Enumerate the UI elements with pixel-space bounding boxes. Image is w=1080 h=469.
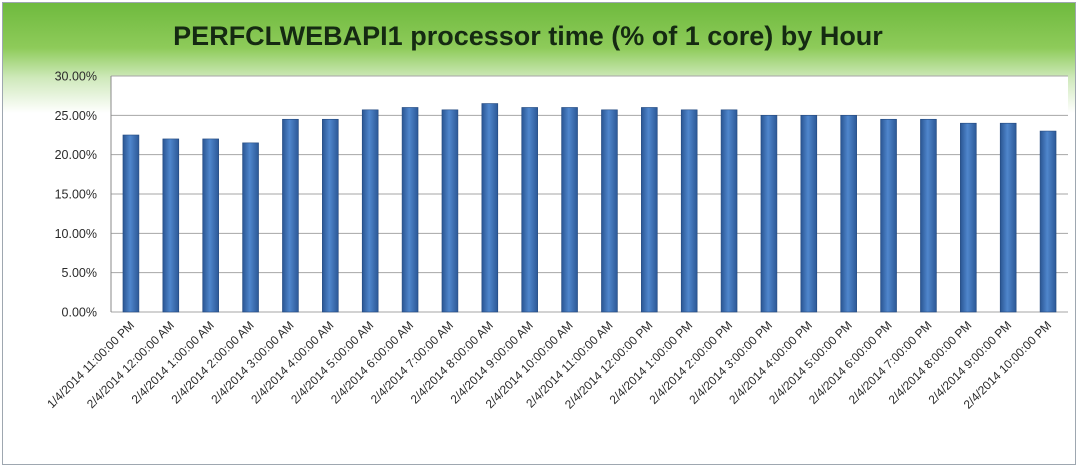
bar: [401, 107, 419, 313]
y-tick-label: 20.00%: [55, 148, 97, 162]
chart-title: PERFCLWEBAPI1 processor time (% of 1 cor…: [173, 21, 883, 51]
bar: [601, 109, 618, 313]
bar: [122, 134, 140, 313]
bar: [880, 118, 897, 313]
gridlines: [110, 75, 1068, 313]
bar: [720, 109, 738, 313]
y-tick-label: 30.00%: [55, 70, 97, 84]
bar: [361, 109, 379, 313]
bar: [561, 107, 578, 313]
bar: [242, 142, 259, 313]
y-tick-label: 10.00%: [55, 227, 97, 241]
bar: [162, 138, 180, 313]
y-tick-label: 0.00%: [62, 306, 97, 320]
bar: [282, 118, 299, 313]
bar: [1039, 130, 1057, 313]
y-tick-label: 5.00%: [62, 266, 97, 280]
bar: [680, 109, 698, 313]
bar: [521, 107, 538, 313]
bars: [122, 103, 1057, 313]
bar: [800, 115, 818, 313]
bar: [760, 115, 778, 313]
bar: [960, 122, 977, 313]
bar: [441, 109, 459, 313]
y-axis-ticks: 0.00% 5.00% 10.00% 15.00% 20.00% 25.00% 30.00%: [55, 70, 97, 320]
y-tick-label: 25.00%: [55, 109, 97, 123]
bar: [322, 118, 339, 313]
y-tick-label: 15.00%: [55, 188, 97, 202]
bar: [840, 115, 857, 313]
bar: [481, 103, 499, 313]
bar: [641, 107, 658, 313]
bar: [920, 118, 937, 313]
bar: [202, 138, 219, 313]
bar: [999, 122, 1017, 313]
bar-chart: PERFCLWEBAPI1 processor time (% of 1 cor…: [44, 21, 1068, 412]
x-axis-ticks: 1/4/2014 11:00:00 PM2/4/2014 12:00:00 AM…: [44, 318, 1054, 411]
